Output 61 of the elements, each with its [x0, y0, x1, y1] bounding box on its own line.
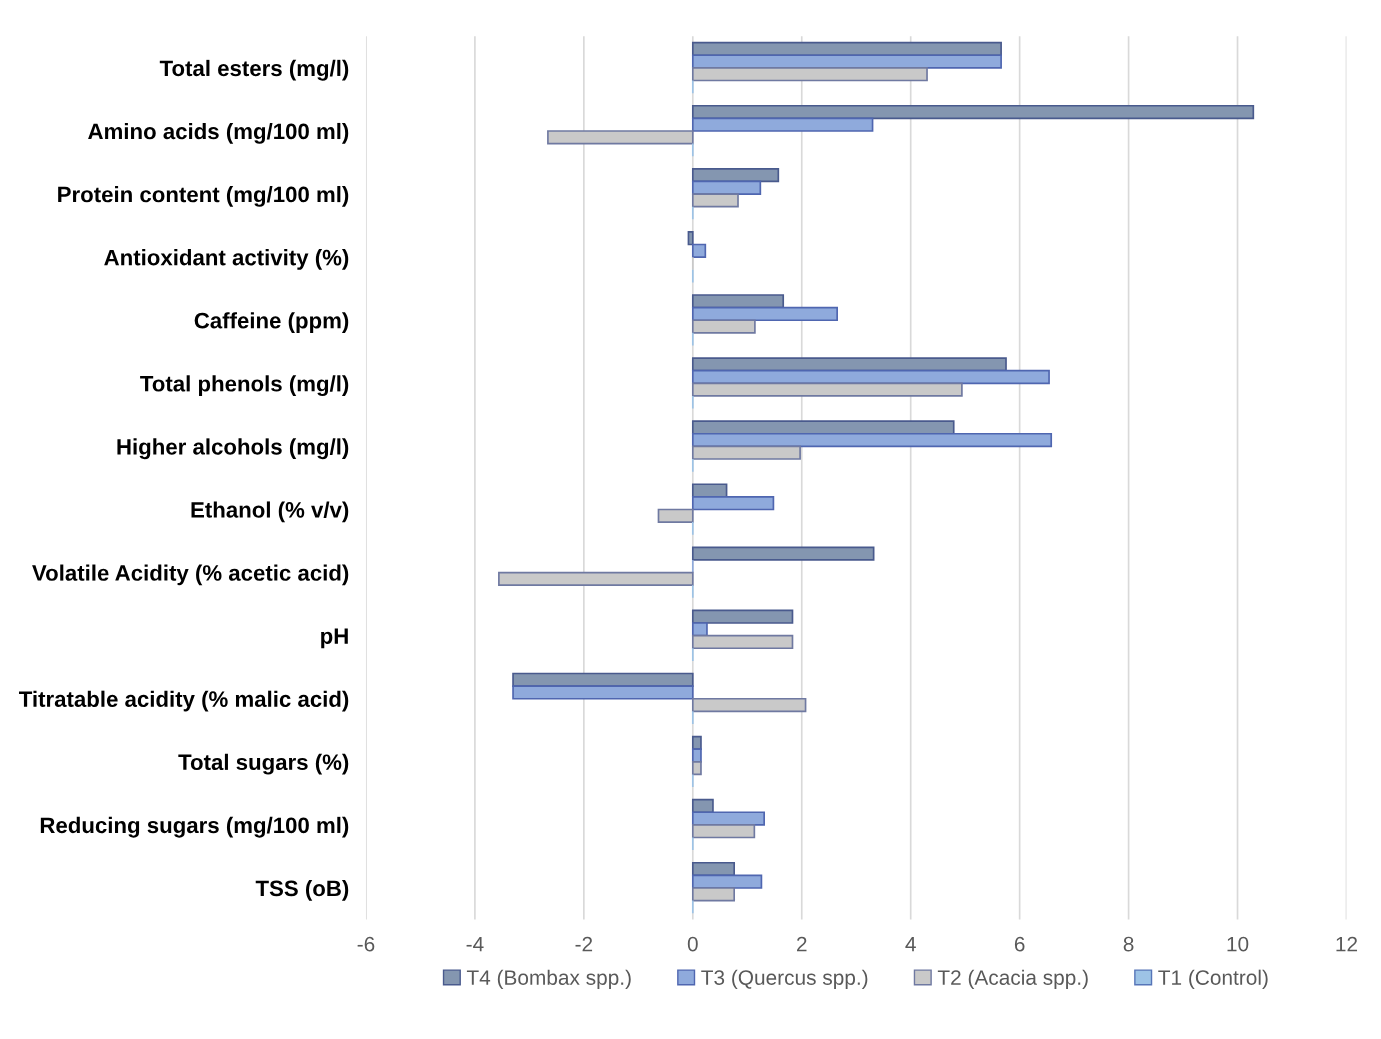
y-tick-label: Reducing sugars (mg/100 ml): [40, 816, 349, 838]
x-tick-label: 10: [1227, 936, 1249, 952]
bar: [691, 420, 955, 435]
bar: [691, 67, 928, 82]
bar: [691, 357, 1007, 372]
bar: [691, 432, 1053, 448]
legend-label: T4 (Bombax spp.): [466, 969, 631, 990]
bar: [691, 117, 874, 132]
y-tick-label: Antioxidant activity (%): [104, 249, 349, 270]
bar: [691, 294, 785, 309]
legend-label: T3 (Quercus spp.): [701, 969, 868, 990]
x-tick-label: -2: [575, 936, 593, 952]
x-tick-label: -4: [466, 936, 484, 952]
y-tick-label: Protein content (mg/100 ml): [58, 186, 349, 207]
bar: [691, 811, 765, 826]
bar: [691, 609, 794, 624]
bar: [687, 231, 694, 246]
bar: [691, 306, 838, 322]
y-tick-label: Titratable acidity (% malic acid): [18, 690, 349, 712]
bar: [691, 445, 801, 460]
legend-label: T2 (Acacia spp.): [937, 969, 1088, 990]
bar: [691, 319, 756, 334]
bar: [547, 130, 694, 145]
bar: [498, 571, 694, 587]
bar: [691, 496, 775, 511]
bar: [691, 483, 728, 498]
x-tick-label: 12: [1336, 936, 1358, 952]
x-tick-label: -6: [357, 936, 375, 952]
y-tick-label: Ethanol (% v/v): [191, 501, 349, 523]
y-tick-label: pH: [321, 628, 348, 649]
x-tick-label: 0: [687, 936, 698, 952]
bar: [691, 382, 963, 397]
legend-label: T1 (Control): [1158, 969, 1268, 990]
bar: [691, 243, 707, 258]
bar: [512, 685, 694, 700]
bar: [691, 634, 794, 650]
bar: [691, 193, 739, 208]
y-tick-label: Total esters (mg/l): [159, 59, 349, 81]
bar: [691, 104, 1255, 120]
bar: [691, 861, 736, 877]
bar: [657, 508, 694, 523]
bar: [691, 546, 875, 561]
y-tick-label: Higher alcohols (mg/l): [117, 438, 349, 460]
x-tick-label: 4: [905, 936, 916, 952]
bar: [691, 760, 702, 776]
x-tick-label: 8: [1123, 936, 1134, 952]
y-tick-label: Total phenols (mg/l): [140, 375, 349, 397]
x-tick-label: 6: [1014, 936, 1025, 952]
bar: [691, 168, 780, 183]
bar: [691, 697, 807, 713]
bar: [691, 824, 756, 839]
bar: [691, 748, 702, 763]
y-tick-label: Total sugars (%): [178, 753, 349, 775]
bar: [691, 887, 736, 902]
bar: [691, 622, 708, 637]
x-tick-label: 2: [797, 936, 807, 952]
y-tick-label: Amino acids (mg/100 ml): [88, 122, 349, 144]
y-tick-label: TSS (oB): [255, 879, 349, 901]
y-tick-label: Caffeine (ppm): [194, 312, 349, 333]
y-tick-label: Volatile Acidity (% acetic acid): [32, 564, 349, 586]
bar: [691, 54, 1002, 69]
